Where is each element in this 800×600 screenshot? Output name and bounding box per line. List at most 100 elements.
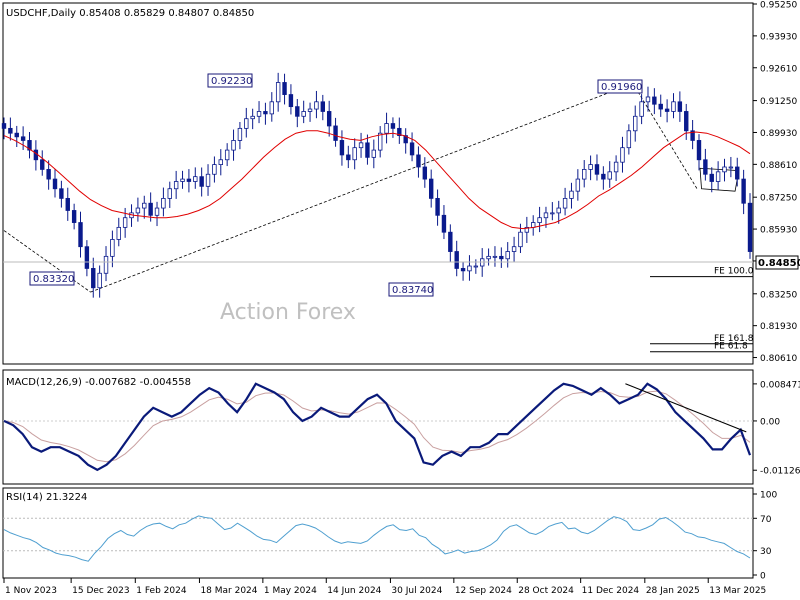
date-tick-label: 14 Jun 2024 [327,586,381,596]
candle-body [365,142,370,158]
candle-body [588,164,593,170]
date-tick-label: 1 May 2024 [264,586,317,596]
candle-body [346,154,351,161]
candle-body [645,96,651,103]
candle-body [633,115,638,132]
candle-body [46,169,51,180]
candle-body [677,101,683,112]
candle-body [639,101,644,117]
candle-body [422,166,428,180]
macd-tick-label: 0.008471 [760,380,800,390]
rsi-tick-label: 0 [760,572,766,582]
price-tick-label: 0.88610 [760,161,797,171]
watermark: Action Forex [220,300,356,325]
candle-body [511,246,517,252]
candle-body [690,130,695,141]
date-tick-label: 18 Mar 2024 [200,586,257,596]
date-axis: 1 Nov 2023 15 Dec 2023 1 Feb 2024 18 Mar 20… [3,578,766,596]
candle-body [467,265,472,272]
candle-body [40,159,45,170]
rsi-tick-label: 70 [760,515,772,525]
candle-body [741,178,746,204]
price-tick-label: 0.87250 [760,194,797,204]
price-tick-label: 0.89930 [760,129,797,139]
candle-body [199,176,204,187]
candle-body [505,251,510,260]
fe-level-label: FE 61.8 [714,342,748,352]
macd-panel-title: MACD(12,26,9) -0.007682 -0.004558 [6,377,191,388]
callout-box [388,282,434,297]
candle-body [652,96,657,105]
candle-body [301,111,306,117]
candle-body [664,108,670,112]
candle-body [499,255,504,260]
candle-body [167,188,172,199]
date-tick-label: 28 Jan 2025 [646,586,700,596]
rsi-line-path [3,515,751,562]
candle-body [607,171,612,180]
rsi-panel-frame [2,487,754,579]
price-tick-label: 0.92610 [760,64,797,74]
candle-body [154,207,160,216]
candle-body [103,255,109,274]
callout-box [597,79,643,94]
candle-body [307,108,313,112]
candle-body [91,268,96,289]
candle-body [626,130,632,149]
candle-body [747,202,753,252]
candle-body [326,111,332,127]
candle-body [161,197,166,209]
candle-body [84,246,90,269]
candle-body [27,140,32,151]
date-tick-label: 28 Oct 2024 [518,586,574,596]
current-price-box [755,255,799,270]
candle-body [352,147,357,161]
macd-tick-label: 0.00 [760,417,780,427]
candle-body [193,176,198,182]
candle-body [1,123,7,129]
price-tick-label: 0.91250 [760,97,797,107]
candle-body [537,217,542,223]
candle-body [237,127,243,141]
price-axis: 0.95250 0.93930 0.92610 0.91250 0.89930 0.886… [753,1,797,364]
candle-body [518,231,523,248]
date-tick-label: 1 Feb 2024 [136,586,187,596]
candle-body [416,154,421,168]
candle-body [684,111,689,132]
candle-body [224,149,230,161]
candle-body [110,239,115,257]
callout-label: 0.92230 [211,76,252,87]
candle-body [658,103,663,110]
candle-body [33,149,39,161]
candle-body [384,123,389,134]
rsi-line [3,515,751,562]
candle-body [403,135,408,144]
candle-body [728,166,734,169]
callout-box [29,271,75,286]
price-candles [1,72,753,298]
price-tick-label: 0.85930 [760,226,797,236]
candle-body [715,171,721,182]
candle-body [575,178,581,192]
rsi-panel-title: RSI(14) 21.3224 [6,492,87,503]
candle-body [397,127,402,137]
candle-body [244,118,249,129]
candle-body [524,226,530,233]
candle-body [569,190,574,199]
trendline-descending [3,230,91,293]
candle-body [20,136,26,141]
macd-axis: 0.008471 0.00 -0.011265 [3,380,800,477]
price-tick-label: 0.80610 [760,354,797,364]
fe-levels: FE 100.0 FE 161.8FE 61.8 [650,267,754,353]
candle-body [218,159,223,165]
candle-body [358,142,364,149]
date-tick-label: 12 Sep 2024 [455,586,512,596]
moving-average [3,130,751,230]
candle-body [409,142,415,156]
candle-body [722,166,727,173]
candle-body [620,147,625,163]
callout-label: 0.83740 [392,285,433,296]
candle-body [703,159,708,175]
